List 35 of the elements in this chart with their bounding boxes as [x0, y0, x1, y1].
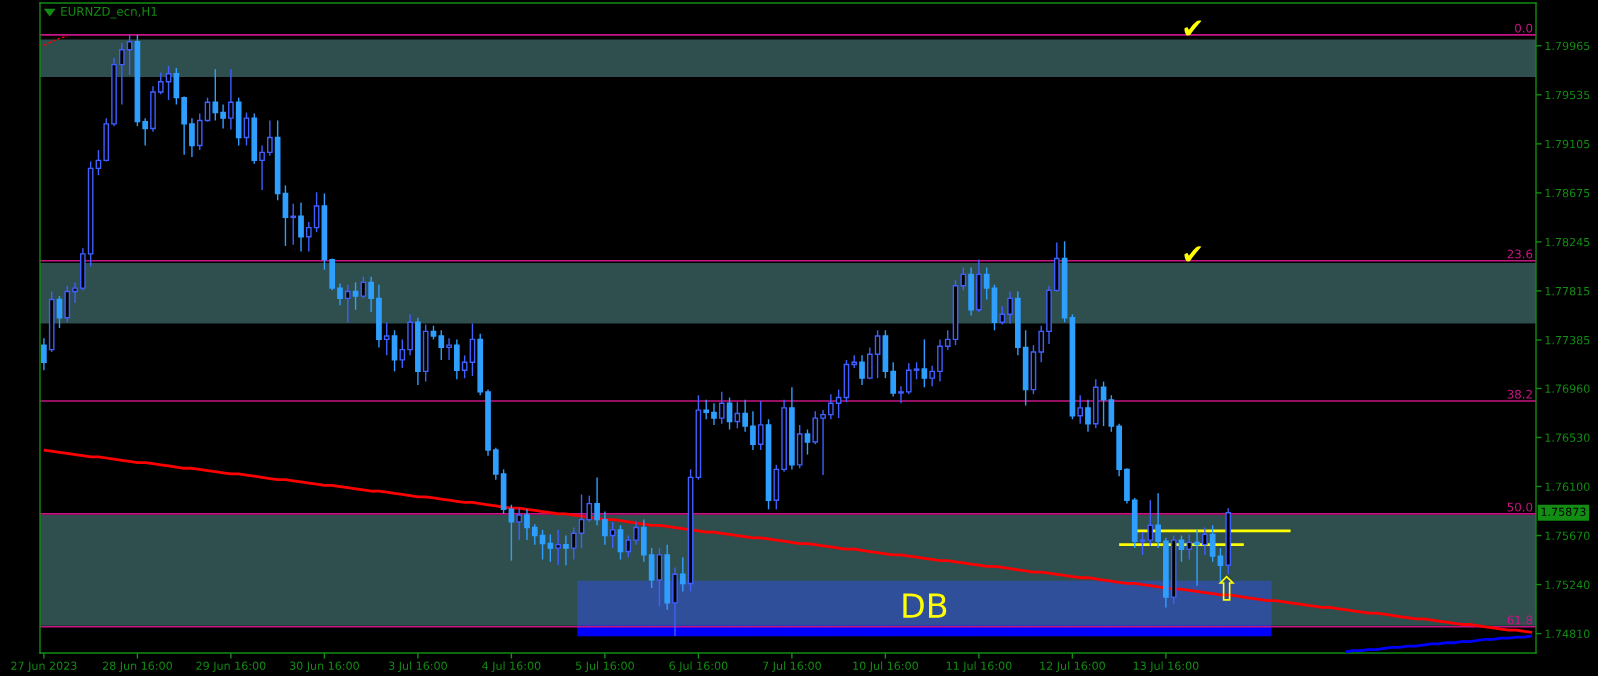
x-tick-label: 28 Jun 16:00: [102, 661, 172, 672]
x-tick-label: 7 Jul 16:00: [763, 661, 821, 672]
x-tick-label: 11 Jul 16:00: [946, 661, 1012, 672]
y-tick-label: 1.74810: [1545, 629, 1590, 638]
y-tick-label: 1.77385: [1545, 335, 1590, 345]
x-tick-label: 29 Jun 16:00: [196, 661, 266, 672]
x-tick-label: 3 Jul 16:00: [388, 661, 447, 672]
x-tick-label: 27 Jun 2023: [11, 661, 77, 672]
annotation: 38.2: [1507, 389, 1532, 399]
x-tick-label: 10 Jul 16:00: [853, 661, 918, 672]
y-tick-label: 1.78245: [1545, 237, 1590, 247]
text: 1.75873: [1541, 507, 1586, 516]
annotation: 0.0: [1515, 23, 1533, 33]
y-tick-label: 1.76100: [1545, 482, 1590, 491]
y-tick-label: 1.77815: [1545, 286, 1590, 296]
annotation: 50.0: [1507, 502, 1533, 512]
y-tick-label: 1.76530: [1545, 433, 1590, 442]
chart-title: EURNZD_ecn,H1: [61, 7, 157, 19]
annotation: 23.6: [1507, 249, 1533, 259]
x-tick-label: 5 Jul 16:00: [575, 661, 634, 672]
x-tick-label: 12 Jul 16:00: [1040, 661, 1105, 672]
x-tick-label: 6 Jul 16:00: [669, 661, 728, 672]
annotation: ✔: [1184, 246, 1202, 262]
x-tick-label: 13 Jul 16:00: [1133, 661, 1199, 672]
x-tick-label: 4 Jul 16:00: [482, 661, 541, 672]
y-tick-label: 1.79965: [1545, 41, 1590, 51]
x-tick-label: 30 Jun 16:00: [289, 661, 359, 672]
y-tick-label: 1.79105: [1545, 139, 1590, 149]
y-tick-label: 1.75670: [1545, 531, 1590, 540]
annotation: ✔: [1184, 20, 1202, 36]
annotation: 61.8: [1507, 615, 1533, 625]
y-tick-label: 1.76960: [1545, 384, 1590, 393]
y-tick-label: 1.78675: [1545, 188, 1590, 198]
y-tick-label: 1.75240: [1545, 580, 1590, 589]
y-tick-label: 1.79535: [1545, 90, 1590, 100]
